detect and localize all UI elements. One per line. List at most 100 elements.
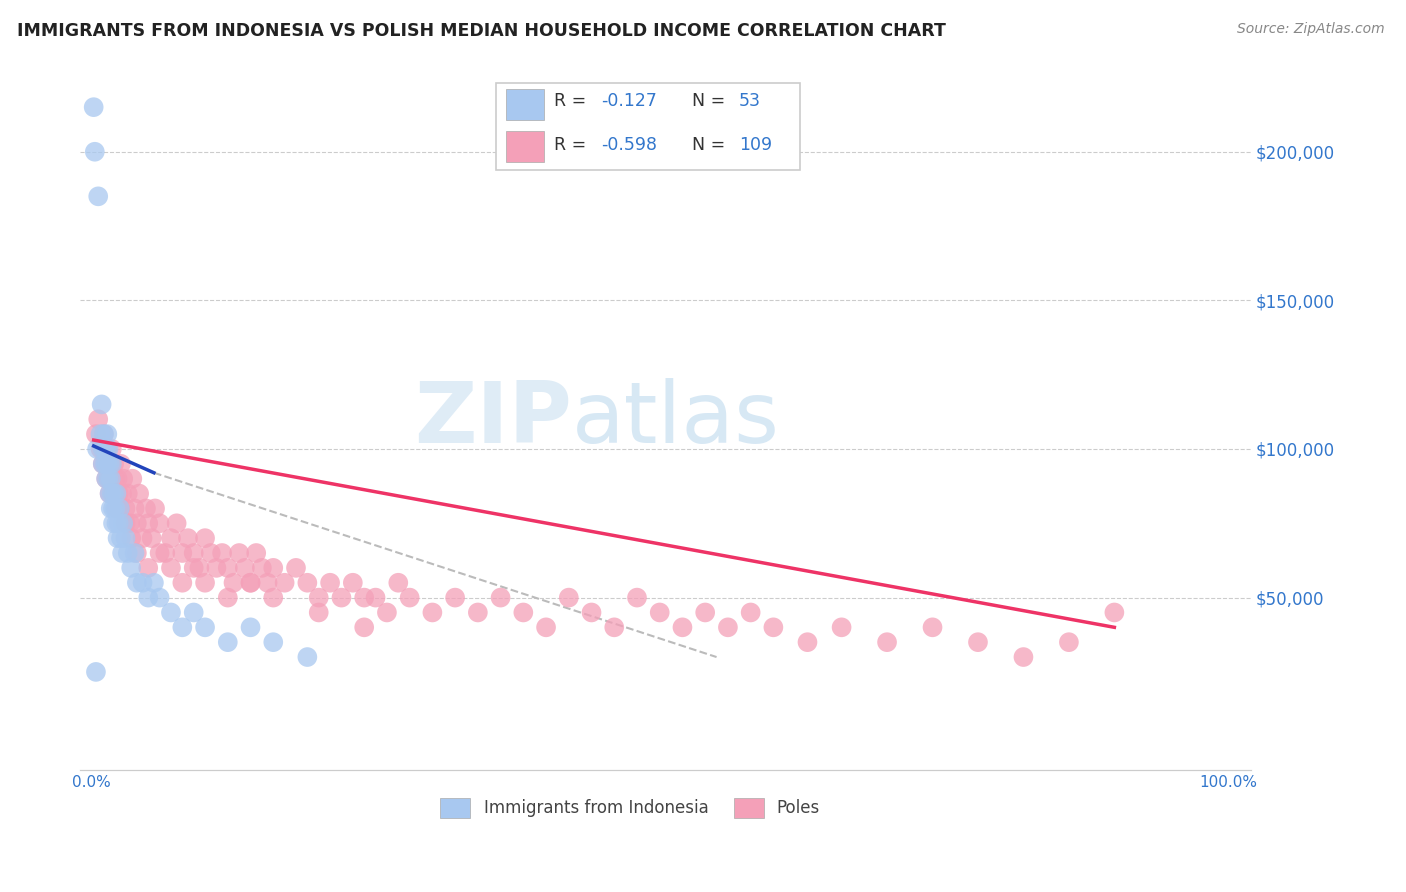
Point [740, 606, 762, 620]
Point [125, 516, 148, 531]
Legend: Immigrants from Indonesia, Poles: Immigrants from Indonesia, Poles [434, 791, 827, 825]
Point [94, 457, 117, 471]
Point [91, 457, 114, 471]
Point [114, 501, 136, 516]
Point [558, 591, 581, 605]
Point [124, 546, 146, 560]
Point [967, 635, 990, 649]
Point [831, 620, 853, 634]
Point [142, 575, 165, 590]
Point [262, 561, 284, 575]
Point [603, 620, 626, 634]
Point [120, 531, 142, 545]
Point [84, 665, 107, 679]
Point [107, 531, 129, 545]
Point [94, 442, 117, 456]
Point [194, 620, 217, 634]
Point [183, 561, 205, 575]
Point [103, 457, 125, 471]
Point [96, 472, 118, 486]
Point [422, 606, 444, 620]
Point [112, 472, 135, 486]
Point [110, 531, 132, 545]
Point [112, 516, 135, 531]
Point [83, 145, 105, 159]
Point [353, 591, 375, 605]
Point [96, 442, 118, 456]
Point [84, 427, 107, 442]
Point [250, 561, 273, 575]
Point [107, 472, 129, 486]
Point [104, 501, 127, 516]
Point [695, 606, 717, 620]
Point [107, 516, 129, 531]
Point [172, 575, 194, 590]
Point [103, 486, 125, 500]
Point [94, 442, 117, 456]
Point [98, 486, 121, 500]
Text: N =: N = [692, 136, 731, 153]
Point [108, 501, 131, 516]
Point [398, 591, 420, 605]
Point [648, 606, 671, 620]
Point [91, 457, 114, 471]
Point [105, 501, 128, 516]
Point [117, 546, 139, 560]
Point [90, 397, 112, 411]
Point [125, 575, 148, 590]
Point [762, 620, 785, 634]
Point [183, 606, 205, 620]
Point [96, 457, 118, 471]
Point [172, 546, 194, 560]
Point [149, 591, 172, 605]
Point [319, 575, 342, 590]
Point [103, 486, 125, 500]
Point [89, 427, 111, 442]
Point [136, 516, 159, 531]
Point [297, 650, 319, 665]
Point [118, 516, 141, 531]
Point [93, 427, 115, 442]
Point [194, 575, 217, 590]
Point [444, 591, 467, 605]
Point [364, 591, 387, 605]
Point [876, 635, 898, 649]
Point [155, 546, 177, 560]
Point [297, 575, 319, 590]
Point [143, 501, 166, 516]
Point [131, 575, 153, 590]
Point [101, 516, 124, 531]
Point [467, 606, 489, 620]
Point [211, 546, 233, 560]
Point [626, 591, 648, 605]
Point [97, 442, 120, 456]
Point [93, 427, 115, 442]
Point [97, 472, 120, 486]
Point [100, 457, 122, 471]
Point [87, 189, 110, 203]
Point [96, 472, 118, 486]
Point [796, 635, 818, 649]
Point [111, 486, 134, 500]
Point [353, 620, 375, 634]
Point [149, 516, 172, 531]
Point [149, 546, 172, 560]
Point [114, 531, 136, 545]
Text: ZIP: ZIP [413, 377, 572, 461]
Point [131, 531, 153, 545]
FancyBboxPatch shape [496, 83, 800, 170]
Point [1104, 606, 1126, 620]
Point [91, 442, 114, 456]
Point [205, 561, 228, 575]
Point [228, 546, 250, 560]
Point [117, 486, 139, 500]
Point [101, 457, 124, 471]
Point [86, 442, 108, 456]
Point [105, 486, 128, 500]
Point [262, 591, 284, 605]
Point [387, 575, 409, 590]
Point [188, 561, 211, 575]
Point [121, 472, 143, 486]
Point [160, 531, 183, 545]
Text: 109: 109 [740, 136, 772, 153]
